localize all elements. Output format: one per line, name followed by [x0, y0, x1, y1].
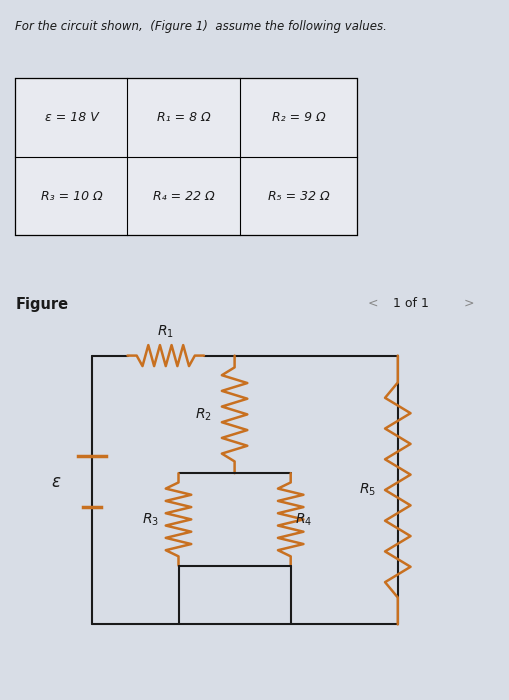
- Text: $R_3$: $R_3$: [142, 511, 159, 528]
- Text: R₂ = 9 Ω: R₂ = 9 Ω: [271, 111, 325, 124]
- Text: Figure: Figure: [15, 297, 68, 312]
- Text: $R_2$: $R_2$: [194, 406, 211, 423]
- FancyBboxPatch shape: [15, 78, 356, 235]
- Text: ε = 18 V: ε = 18 V: [44, 111, 98, 124]
- Text: R₅ = 32 Ω: R₅ = 32 Ω: [267, 190, 328, 202]
- Text: R₄ = 22 Ω: R₄ = 22 Ω: [153, 190, 214, 202]
- Text: R₃ = 10 Ω: R₃ = 10 Ω: [41, 190, 102, 202]
- Text: For the circuit shown,  (Figure 1)  assume the following values.: For the circuit shown, (Figure 1) assume…: [15, 20, 386, 33]
- Text: >: >: [463, 297, 474, 310]
- Text: <: <: [366, 297, 377, 310]
- Text: $R_4$: $R_4$: [294, 511, 312, 528]
- Text: ε: ε: [51, 473, 61, 491]
- Text: R₁ = 8 Ω: R₁ = 8 Ω: [156, 111, 210, 124]
- Text: $R_5$: $R_5$: [359, 482, 376, 498]
- Text: 1 of 1: 1 of 1: [392, 297, 428, 310]
- Text: $R_1$: $R_1$: [157, 323, 174, 340]
